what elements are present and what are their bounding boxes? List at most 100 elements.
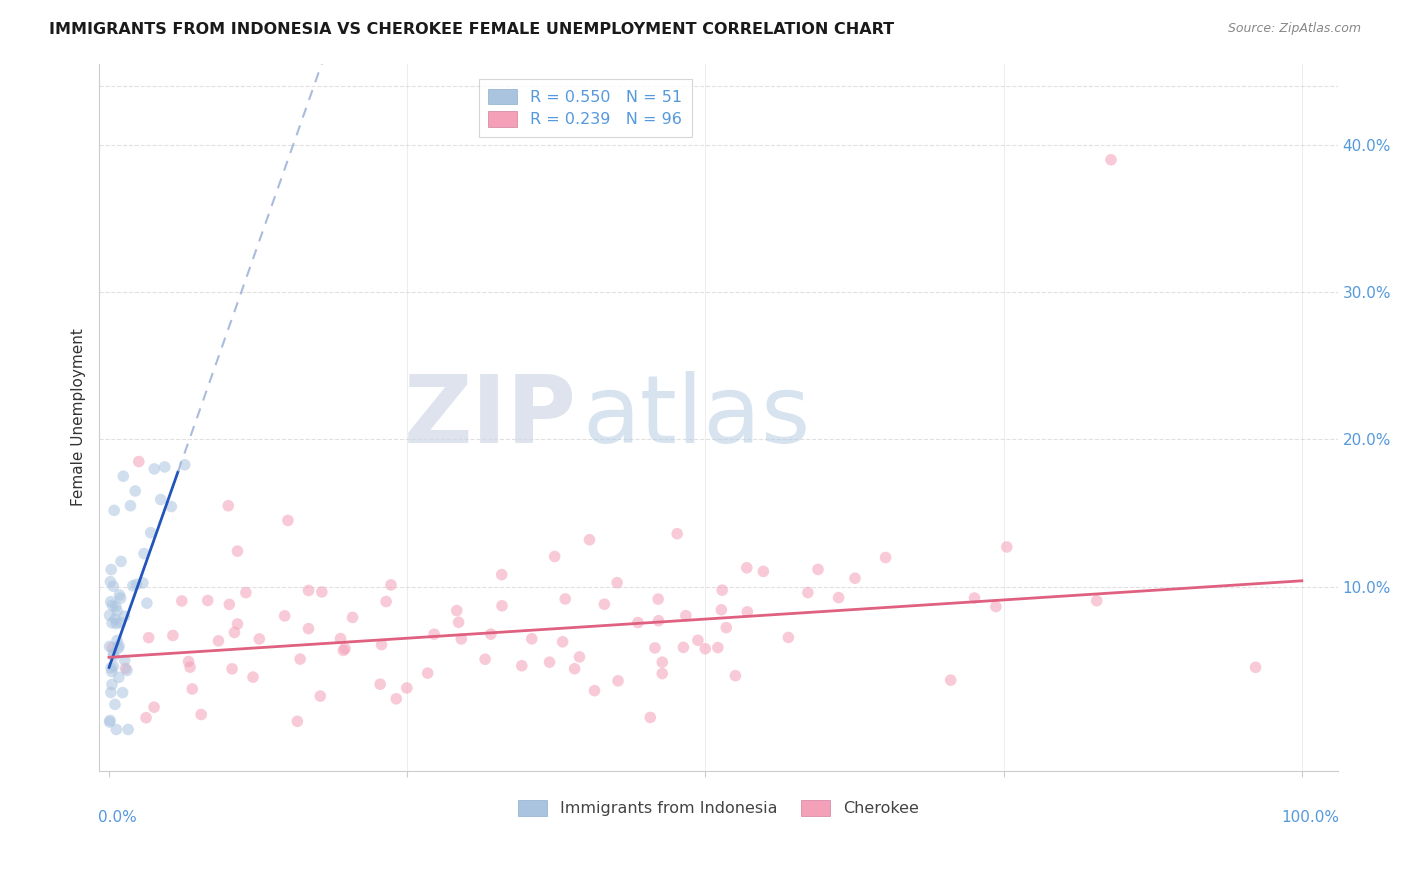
- Point: [143, 462, 166, 476]
- Point: [98, 640, 121, 654]
- Point: [100, 665, 122, 679]
- Point: [242, 670, 264, 684]
- Point: [103, 647, 125, 661]
- Point: [1099, 153, 1122, 167]
- Point: [103, 648, 125, 663]
- Point: [114, 661, 136, 675]
- Point: [551, 634, 574, 648]
- Point: [288, 652, 311, 666]
- Point: [124, 483, 146, 498]
- Point: [627, 615, 650, 630]
- Text: atlas: atlas: [582, 371, 811, 463]
- Point: [101, 677, 124, 691]
- Point: [153, 459, 176, 474]
- Point: [385, 691, 408, 706]
- Point: [100, 563, 122, 577]
- Point: [190, 707, 212, 722]
- Point: [107, 641, 129, 656]
- Point: [651, 655, 673, 669]
- Point: [100, 574, 122, 589]
- Point: [105, 633, 128, 648]
- Point: [735, 561, 758, 575]
- Point: [375, 594, 398, 608]
- Point: [221, 662, 243, 676]
- Text: Source: ZipAtlas.com: Source: ZipAtlas.com: [1227, 22, 1361, 36]
- Point: [450, 632, 472, 646]
- Point: [104, 612, 127, 626]
- Point: [606, 575, 628, 590]
- Point: [538, 655, 561, 669]
- Point: [128, 454, 150, 468]
- Point: [114, 653, 136, 667]
- Point: [695, 641, 717, 656]
- Point: [333, 641, 356, 656]
- Point: [247, 632, 270, 646]
- Point: [666, 526, 689, 541]
- Point: [217, 499, 239, 513]
- Point: [105, 723, 128, 737]
- Point: [963, 591, 986, 605]
- Point: [447, 615, 470, 630]
- Point: [98, 608, 121, 623]
- Point: [115, 664, 138, 678]
- Point: [105, 616, 128, 631]
- Point: [135, 596, 157, 610]
- Point: [226, 617, 249, 632]
- Point: [844, 571, 866, 585]
- Point: [100, 685, 122, 699]
- Point: [143, 700, 166, 714]
- Point: [108, 639, 131, 653]
- Point: [110, 591, 132, 606]
- Point: [120, 499, 142, 513]
- Point: [125, 577, 148, 591]
- Point: [173, 458, 195, 472]
- Point: [710, 603, 733, 617]
- Point: [135, 711, 157, 725]
- Point: [197, 593, 219, 607]
- Point: [939, 673, 962, 687]
- Point: [675, 608, 697, 623]
- Point: [114, 609, 136, 624]
- Point: [647, 592, 669, 607]
- Point: [108, 588, 131, 602]
- Point: [724, 668, 747, 682]
- Point: [583, 683, 606, 698]
- Legend: Immigrants from Indonesia, Cherokee: Immigrants from Indonesia, Cherokee: [512, 794, 925, 822]
- Point: [737, 605, 759, 619]
- Point: [285, 714, 308, 729]
- Point: [329, 632, 352, 646]
- Point: [446, 603, 468, 617]
- Point: [491, 599, 513, 613]
- Point: [101, 599, 124, 613]
- Point: [607, 673, 630, 688]
- Point: [711, 583, 734, 598]
- Point: [716, 621, 738, 635]
- Point: [98, 714, 121, 729]
- Point: [1244, 660, 1267, 674]
- Text: 100.0%: 100.0%: [1281, 810, 1339, 824]
- Point: [593, 597, 616, 611]
- Point: [181, 681, 204, 696]
- Point: [138, 631, 160, 645]
- Point: [342, 610, 364, 624]
- Point: [380, 578, 402, 592]
- Point: [132, 547, 155, 561]
- Point: [370, 638, 392, 652]
- Point: [218, 598, 240, 612]
- Point: [100, 661, 122, 675]
- Point: [103, 503, 125, 517]
- Y-axis label: Female Unemployment: Female Unemployment: [72, 328, 86, 507]
- Point: [162, 628, 184, 642]
- Point: [103, 579, 125, 593]
- Point: [101, 615, 124, 630]
- Point: [520, 632, 543, 646]
- Point: [640, 710, 662, 724]
- Point: [578, 533, 600, 547]
- Point: [98, 714, 121, 728]
- Text: ZIP: ZIP: [404, 371, 576, 463]
- Point: [510, 658, 533, 673]
- Point: [564, 662, 586, 676]
- Point: [416, 666, 439, 681]
- Point: [543, 549, 565, 564]
- Point: [554, 591, 576, 606]
